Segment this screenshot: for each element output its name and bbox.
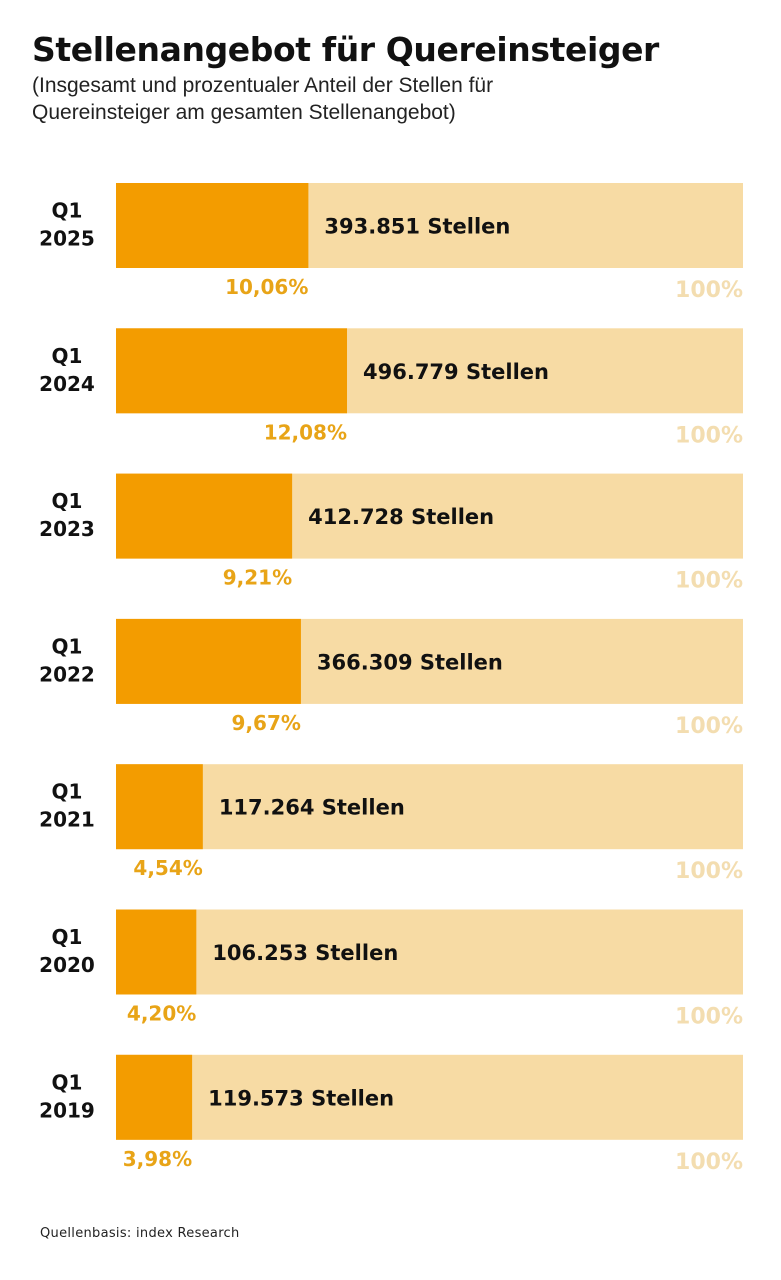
full-scale-label: 100% bbox=[675, 859, 743, 884]
share-percent-label: 9,67% bbox=[232, 711, 301, 735]
category-label: Q1 2022 bbox=[39, 634, 95, 686]
share-bar bbox=[116, 909, 197, 995]
total-bar bbox=[116, 909, 743, 995]
total-value-label: 106.253 Stellen bbox=[212, 941, 398, 965]
full-scale-label: 100% bbox=[675, 569, 743, 594]
share-percent-label: 9,21% bbox=[223, 566, 292, 590]
category-label: Q1 2019 bbox=[39, 1070, 95, 1122]
share-percent-label: 4,54% bbox=[133, 856, 202, 880]
share-bar bbox=[116, 618, 301, 704]
total-value-label: 412.728 Stellen bbox=[308, 505, 494, 529]
share-bar bbox=[116, 473, 293, 559]
chart-subtitle: (Insgesamt und prozentualer Anteil der S… bbox=[32, 74, 494, 124]
chart-title: Stellenangebot für Quereinsteiger bbox=[32, 30, 659, 69]
full-scale-label: 100% bbox=[675, 714, 743, 739]
share-bar bbox=[116, 183, 309, 268]
category-label: Q1 2021 bbox=[39, 780, 95, 832]
category-label: Q1 2025 bbox=[39, 199, 95, 251]
share-bar bbox=[116, 764, 203, 850]
share-percent-label: 10,06% bbox=[225, 275, 308, 299]
share-percent-label: 3,98% bbox=[123, 1147, 192, 1171]
total-value-label: 119.573 Stellen bbox=[208, 1086, 394, 1110]
share-percent-label: 4,20% bbox=[127, 1002, 196, 1026]
category-label: Q1 2024 bbox=[39, 344, 95, 396]
total-bar bbox=[116, 1054, 743, 1140]
total-value-label: 117.264 Stellen bbox=[219, 796, 405, 820]
total-value-label: 496.779 Stellen bbox=[363, 360, 549, 384]
full-scale-label: 100% bbox=[675, 1150, 743, 1175]
total-value-label: 393.851 Stellen bbox=[324, 215, 510, 239]
full-scale-label: 100% bbox=[675, 423, 743, 448]
full-scale-label: 100% bbox=[675, 1005, 743, 1030]
source-note: Quellenbasis: index Research bbox=[40, 1226, 240, 1241]
share-percent-label: 12,08% bbox=[264, 420, 347, 444]
share-bar bbox=[116, 1054, 193, 1140]
full-scale-label: 100% bbox=[675, 278, 743, 303]
category-label: Q1 2020 bbox=[39, 925, 95, 977]
category-label: Q1 2023 bbox=[39, 489, 95, 541]
share-bar bbox=[116, 328, 348, 414]
total-bar bbox=[116, 764, 743, 850]
total-value-label: 366.309 Stellen bbox=[317, 650, 503, 674]
